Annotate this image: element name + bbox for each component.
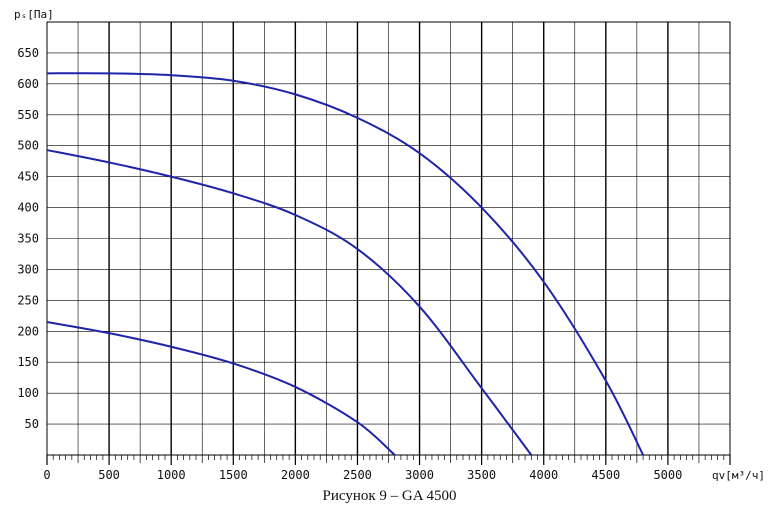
performance-chart: 0 500 1000 1500 2000 2500 3000 3500 4000 4500 5000… bbox=[14, 8, 765, 482]
y-tick-label: 450 bbox=[17, 170, 39, 184]
x-tick-label: 4500 bbox=[591, 468, 620, 482]
y-tick-label: 350 bbox=[17, 232, 39, 246]
y-tick-label: 500 bbox=[17, 139, 39, 153]
y-tick-label: 300 bbox=[17, 262, 39, 276]
series-line bbox=[46, 72, 644, 456]
x-tick-label: 500 bbox=[98, 468, 120, 482]
y-tick-label: 150 bbox=[17, 355, 39, 369]
x-tick-label: 1000 bbox=[157, 468, 186, 482]
y-tick-label: 650 bbox=[17, 46, 39, 60]
x-tick-label: 2500 bbox=[343, 468, 372, 482]
y-axis-label: pₛ[Па] bbox=[14, 8, 54, 21]
x-tick-label: 3500 bbox=[467, 468, 496, 482]
y-tick-labels: 50 100 150 200 250 300 350 400 450 500 550 600 650 bbox=[17, 46, 39, 431]
y-tick-label: 250 bbox=[17, 293, 39, 307]
y-tick-label: 550 bbox=[17, 108, 39, 122]
x-tick-label: 5000 bbox=[653, 468, 682, 482]
series-lines bbox=[46, 72, 644, 456]
y-tick-label: 400 bbox=[17, 201, 39, 215]
series-line bbox=[46, 321, 396, 456]
y-tick-label: 50 bbox=[25, 417, 39, 431]
figure-caption: Рисунок 9 – GA 4500 bbox=[322, 488, 457, 504]
x-tick-label: 0 bbox=[43, 468, 50, 482]
x-tick-label: 1500 bbox=[219, 468, 248, 482]
x-axis-label: qv[м³/ч] bbox=[712, 469, 765, 482]
x-minor-ticks bbox=[46, 455, 731, 465]
x-tick-label: 3000 bbox=[405, 468, 434, 482]
y-tick-label: 600 bbox=[17, 77, 39, 91]
x-tick-label: 2000 bbox=[281, 468, 310, 482]
y-tick-label: 100 bbox=[17, 386, 39, 400]
x-tick-label: 4000 bbox=[529, 468, 558, 482]
y-tick-label: 200 bbox=[17, 324, 39, 338]
grid bbox=[47, 22, 730, 455]
x-tick-labels: 0 500 1000 1500 2000 2500 3000 3500 4000 4500 5000 bbox=[43, 468, 682, 482]
series-line bbox=[46, 149, 533, 456]
